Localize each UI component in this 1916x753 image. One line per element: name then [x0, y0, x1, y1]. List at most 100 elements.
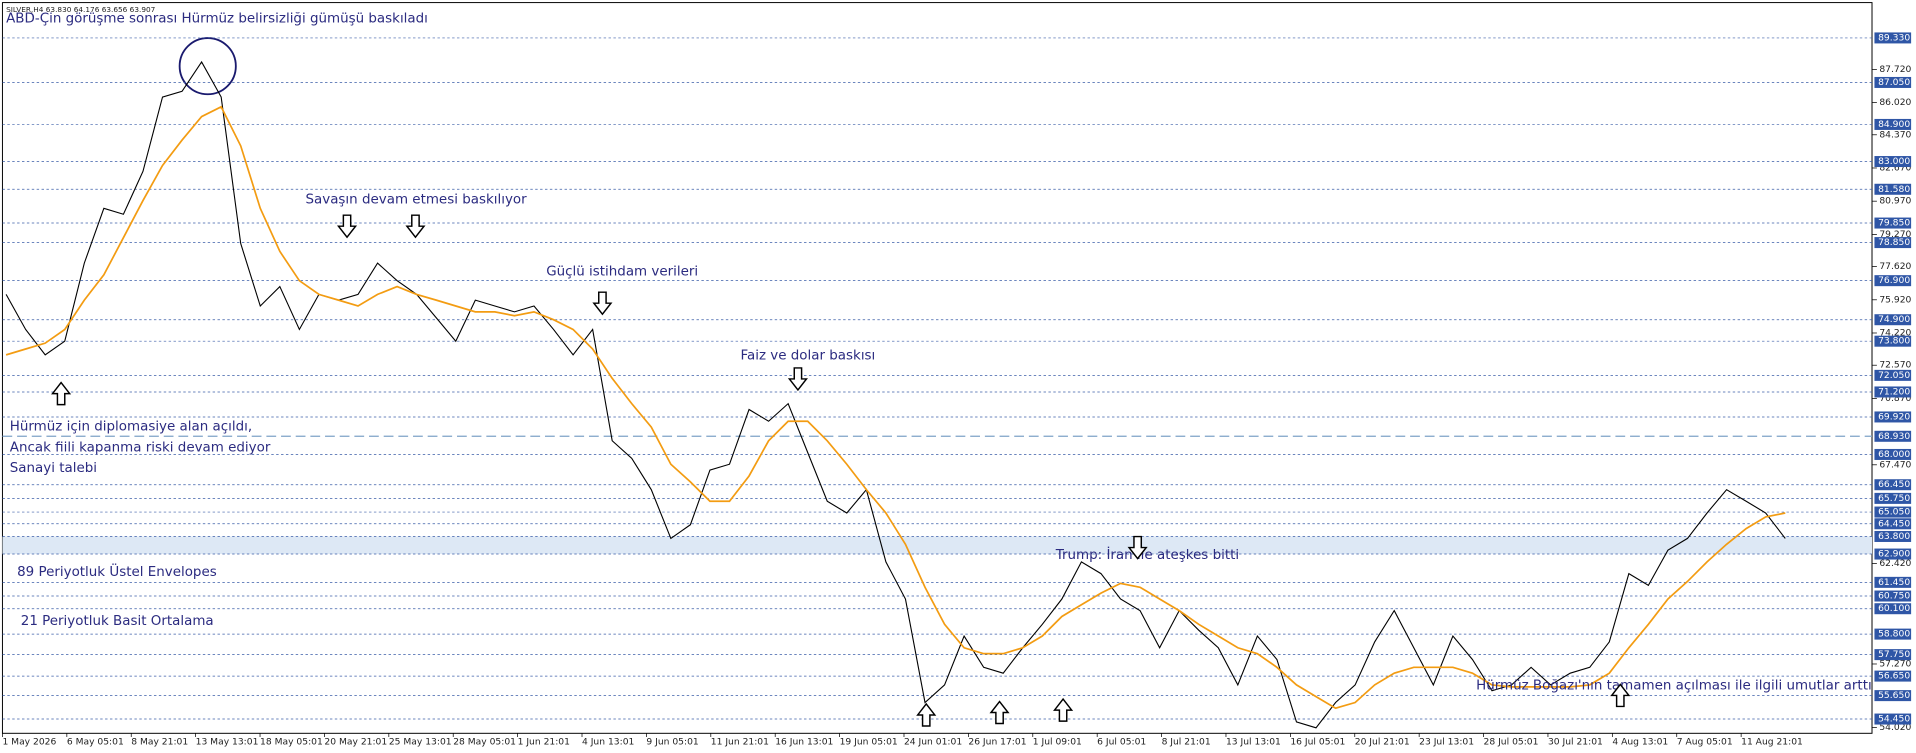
level-box — [1874, 548, 1912, 560]
down-arrow — [336, 214, 358, 239]
up-arrow — [1053, 697, 1074, 722]
level-label: 81.580 — [1878, 184, 1910, 195]
y-tick-label: 70.870 — [1879, 393, 1911, 404]
level-box — [1874, 335, 1912, 347]
level-box — [1874, 386, 1912, 398]
up-arrow — [989, 700, 1010, 725]
x-tick-label: 4 Aug 13:01 — [1612, 736, 1668, 747]
x-tick-label: 11 Aug 21:01 — [1741, 736, 1803, 747]
level-label: 87.050 — [1878, 77, 1910, 88]
y-tick-label: 67.470 — [1879, 459, 1911, 470]
annotation: Hürmüz için diplomasiye alan açıldı, — [10, 420, 252, 435]
up-arrow — [1610, 683, 1631, 708]
y-tick-label: 87.720 — [1879, 64, 1911, 75]
down-arrow — [592, 291, 613, 316]
x-tick-label: 1 Jul 09:01 — [1033, 736, 1082, 747]
x-tick-label: 20 Jul 21:01 — [1355, 736, 1410, 747]
x-tick-label: 1 Jun 21:01 — [518, 736, 570, 747]
annotation: Hürmüz Boğazı'nın tamamen açılması ile i… — [1476, 679, 1872, 694]
level-box — [1874, 649, 1912, 661]
level-label: 84.900 — [1878, 119, 1910, 130]
level-label: 89.330 — [1878, 32, 1910, 43]
price-line — [5, 60, 1786, 729]
level-label: 68.930 — [1878, 431, 1910, 442]
level-box — [1874, 275, 1912, 287]
level-box — [1874, 713, 1912, 725]
level-label: 58.800 — [1878, 629, 1910, 640]
down-arrow — [787, 367, 808, 392]
y-tick-label: 72.570 — [1879, 360, 1911, 371]
level-box — [1874, 118, 1912, 130]
level-box — [1874, 506, 1912, 518]
level-box — [1874, 369, 1912, 381]
y-tick-label: 57.270 — [1879, 658, 1911, 669]
annotation: Sanayi talebi — [10, 461, 97, 476]
y-tick-label: 80.970 — [1879, 196, 1911, 207]
level-label: 73.800 — [1878, 336, 1910, 347]
up-arrow — [916, 702, 937, 727]
annotation: Savaşın devam etmesi baskılıyor — [305, 192, 527, 207]
level-label: 72.050 — [1878, 370, 1910, 381]
y-tick-label: 79.270 — [1879, 229, 1911, 240]
y-tick-label: 82.670 — [1879, 162, 1911, 173]
annotation: Faiz ve dolar baskısı — [740, 349, 875, 364]
level-label: 69.920 — [1878, 411, 1910, 422]
level-box — [1874, 314, 1912, 326]
x-tick-label: 24 Jun 01:01 — [904, 736, 962, 747]
level-label: 83.000 — [1878, 156, 1910, 167]
level-box — [1874, 518, 1912, 530]
y-tick-label: 54.020 — [1879, 722, 1911, 733]
level-label: 63.800 — [1878, 531, 1910, 542]
x-tick-label: 18 May 05:01 — [260, 736, 323, 747]
x-tick-label: 23 Jul 13:01 — [1419, 736, 1474, 747]
y-tick-label: 84.370 — [1879, 129, 1911, 140]
y-tick-label: 86.020 — [1879, 97, 1911, 108]
annotation: Ancak fiili kapanma riski devam ediyor — [10, 440, 271, 455]
plot-frame — [1, 2, 1873, 734]
level-box — [1874, 411, 1912, 423]
y-tick-label: 62.420 — [1879, 558, 1911, 569]
x-tick-label: 8 Jul 21:01 — [1162, 736, 1211, 747]
level-label: 65.050 — [1878, 507, 1910, 518]
level-box — [1874, 530, 1912, 542]
up-arrow — [51, 381, 72, 406]
level-box — [1874, 237, 1912, 249]
level-box — [1874, 576, 1912, 588]
band — [2, 536, 1873, 555]
level-label: 76.900 — [1878, 275, 1910, 286]
x-tick-label: 6 Jul 05:01 — [1097, 736, 1146, 747]
x-tick-label: 20 May 21:01 — [324, 736, 387, 747]
x-tick-label: 7 Aug 05:01 — [1677, 736, 1733, 747]
down-arrow — [1127, 535, 1148, 560]
annotation: Trump: İran ile ateşkes bitti — [1055, 545, 1239, 563]
level-label: 60.100 — [1878, 603, 1910, 614]
level-label: 66.450 — [1878, 479, 1910, 490]
level-box — [1874, 670, 1912, 682]
level-box — [1874, 603, 1912, 615]
annotation: 89 Periyotluk Üstel Envelopes — [17, 562, 217, 580]
level-label: 61.450 — [1878, 577, 1910, 588]
series-name: 21 Periyotluk Basit Ortalama — [21, 614, 214, 629]
x-tick-label: 26 Jun 17:01 — [968, 736, 1026, 747]
level-label: 68.000 — [1878, 449, 1910, 460]
level-box — [1874, 628, 1912, 640]
x-tick-label: 13 Jul 13:01 — [1226, 736, 1281, 747]
level-label: 57.750 — [1878, 649, 1910, 660]
level-label: 64.450 — [1878, 518, 1910, 529]
level-box — [1874, 183, 1912, 195]
x-tick-label: 1 May 2026 — [2, 736, 56, 747]
level-label: 54.450 — [1878, 714, 1910, 725]
y-tick-label: 74.220 — [1879, 327, 1911, 338]
x-tick-label: 16 Jul 05:01 — [1290, 736, 1345, 747]
level-label: 56.650 — [1878, 671, 1910, 682]
level-box — [1874, 430, 1912, 442]
x-tick-label: 9 Jun 05:01 — [646, 736, 698, 747]
x-tick-label: 13 May 13:01 — [196, 736, 259, 747]
x-tick-label: 8 May 21:01 — [131, 736, 188, 747]
level-label: 74.900 — [1878, 314, 1910, 325]
x-tick-label: 25 May 13:01 — [389, 736, 452, 747]
level-box — [1874, 217, 1912, 229]
level-label: 62.900 — [1878, 549, 1910, 560]
symbol-info: SILVER,H4 63.830 64.176 63.656 63.907 — [6, 5, 156, 14]
